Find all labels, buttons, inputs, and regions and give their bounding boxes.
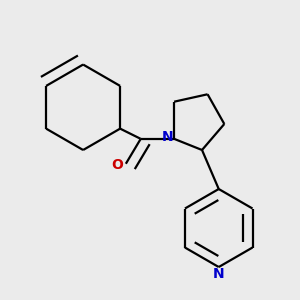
Text: N: N [162,130,173,144]
Text: N: N [213,267,224,281]
Text: O: O [112,158,124,172]
